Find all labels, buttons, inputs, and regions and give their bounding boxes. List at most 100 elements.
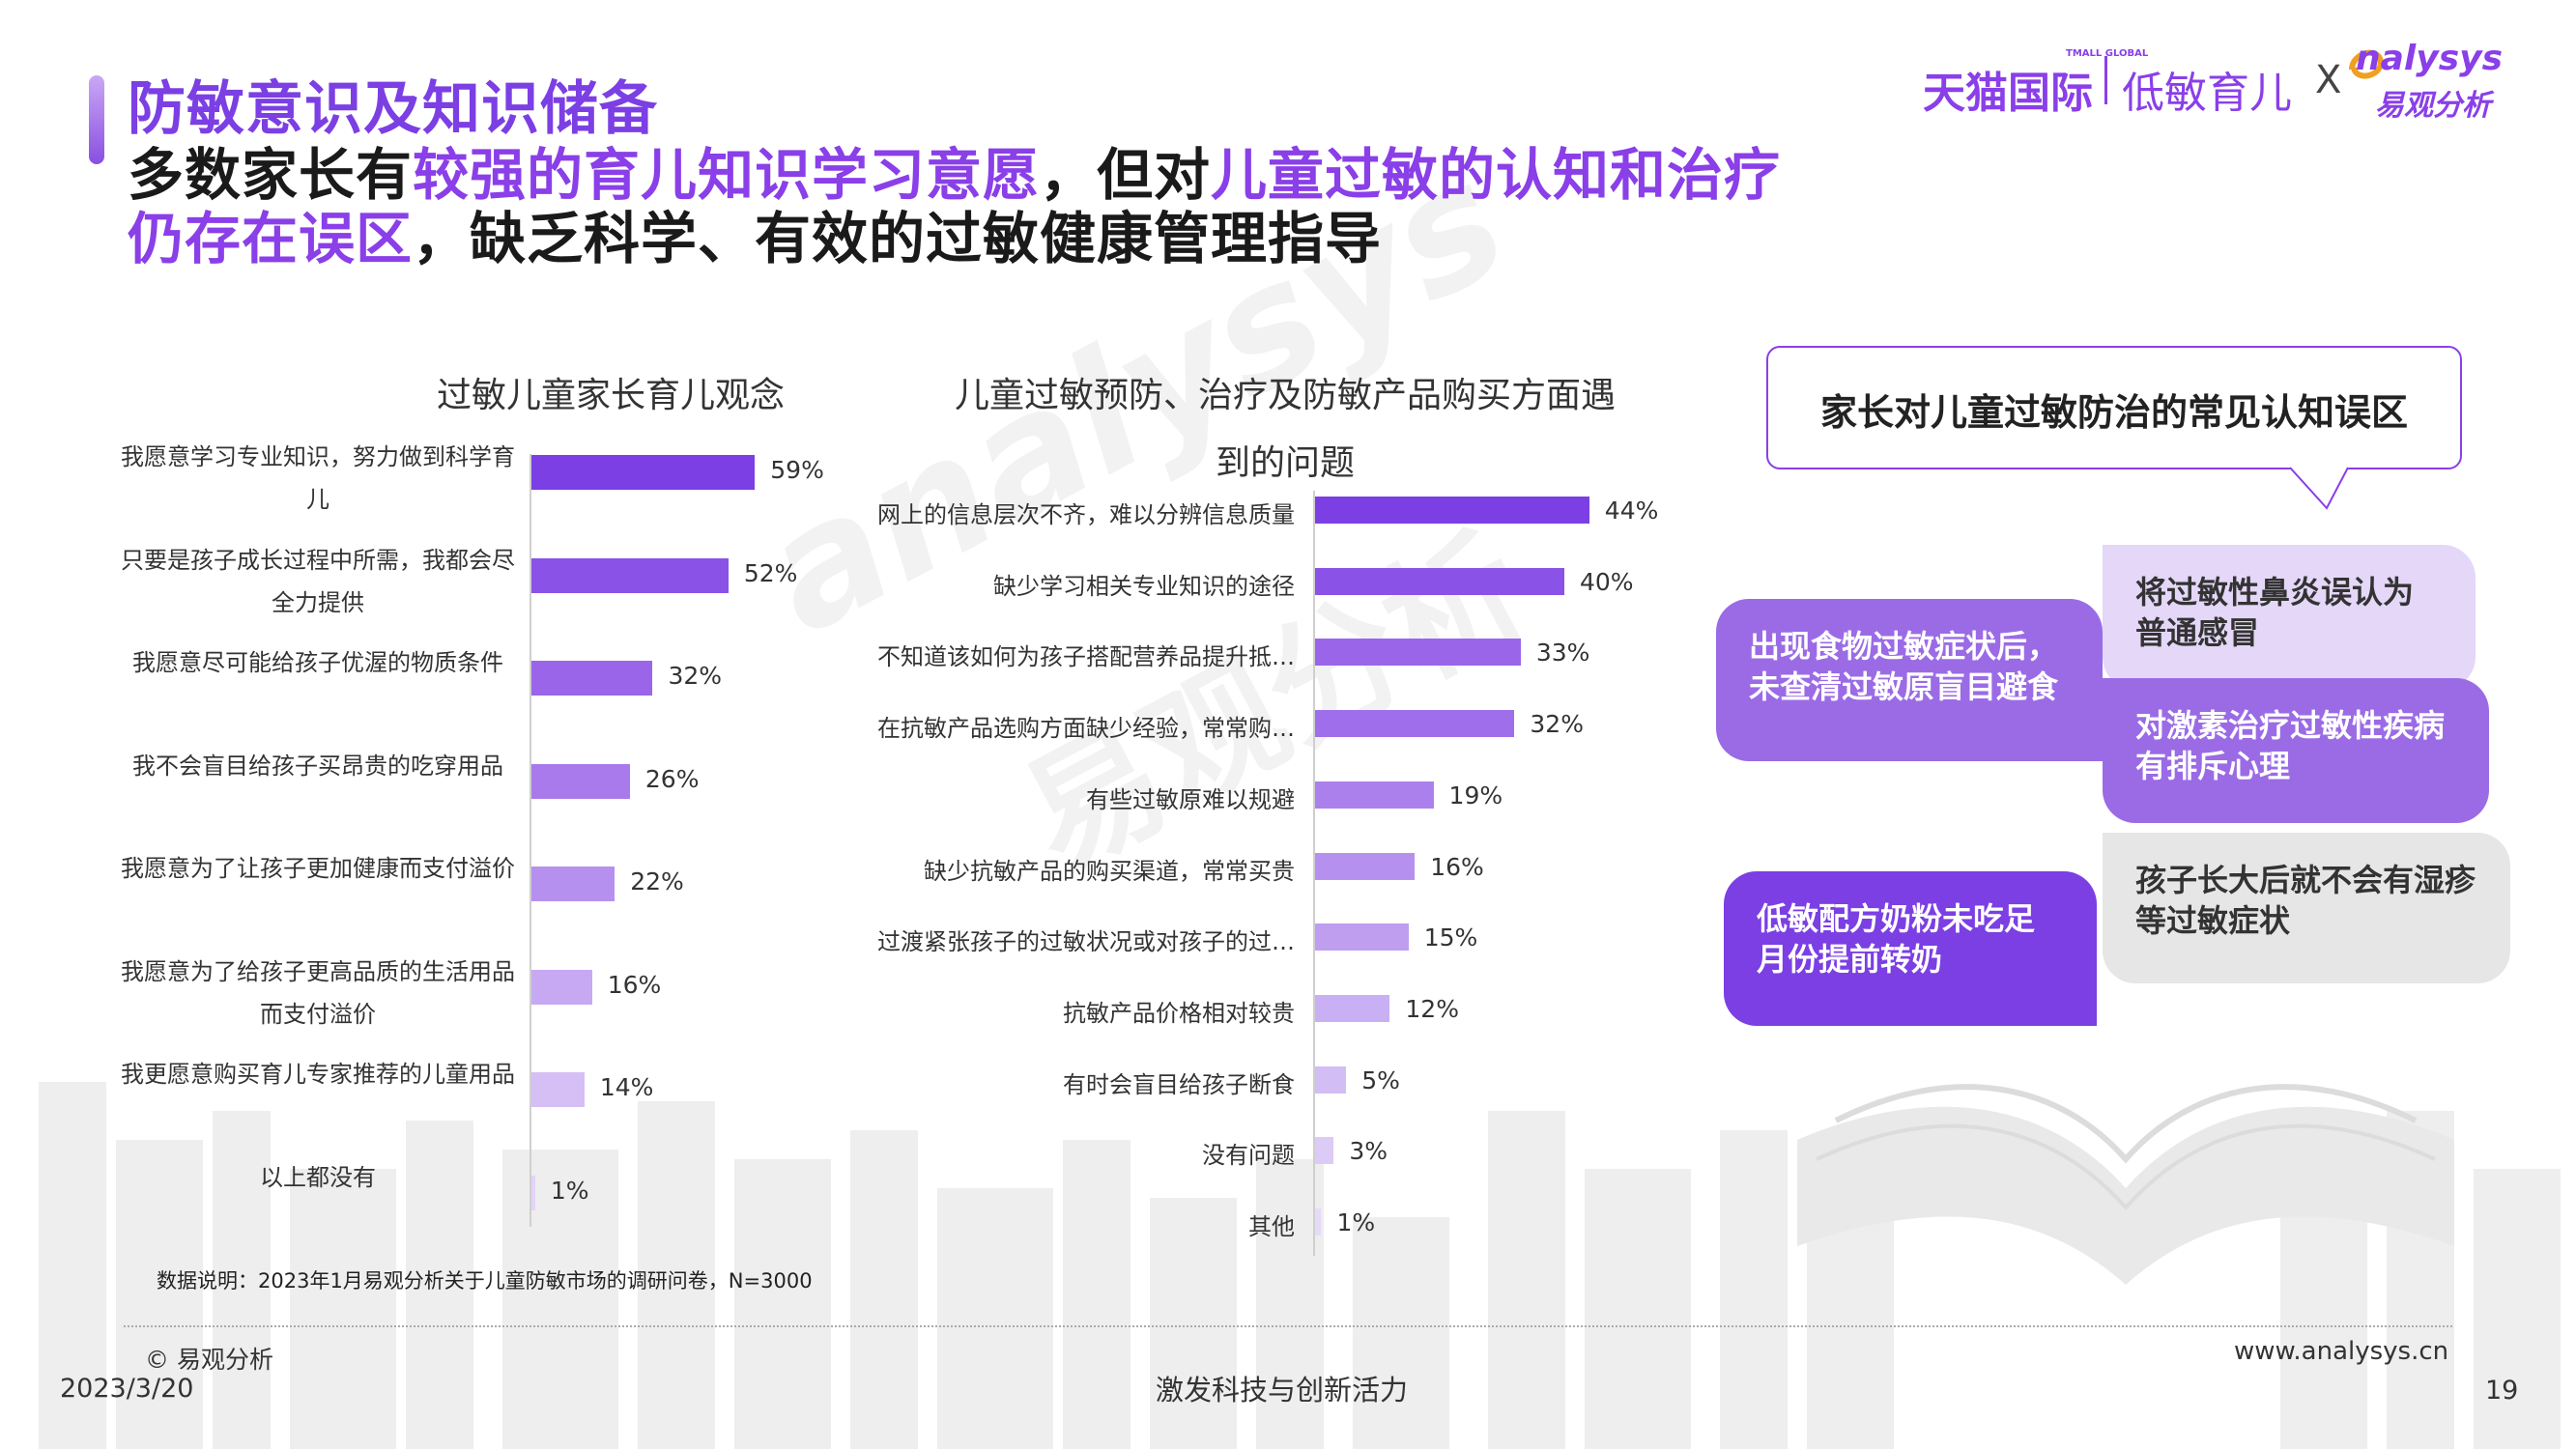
logo-divider [2104,56,2107,104]
misconception-bubble-3: 对激素治疗过敏性疾病有排斥心理 [2103,678,2489,823]
misconception-text: 出现食物过敏症状后，未查清过敏原盲目避食 [1749,628,2059,705]
chart2-category-label: 不知道该如何为孩子搭配营养品提升抵… [877,643,1295,671]
chart1-value-label: 16% [607,970,662,999]
page-title: 防敏意识及知识储备 [128,75,658,143]
chart2-bar [1315,852,1416,880]
chart1-bar [531,455,756,490]
chart1-value-label: 59% [770,456,824,484]
chart1-value-label: 22% [630,867,684,895]
chart1-value-label: 26% [644,764,700,793]
chart2-value-label: 33% [1535,639,1590,668]
misconception-text: 孩子长大后就不会有湿疹等过敏症状 [2135,862,2476,939]
footer-page-number: 19 [2485,1376,2519,1406]
chart2-bar [1315,497,1589,524]
chart1-bar [531,1072,585,1107]
footer-slogan: 激发科技与创新活力 [1156,1374,1409,1406]
chart2-value-label: 5% [1361,1065,1400,1094]
chart2-bar [1315,1065,1347,1094]
chart2-title-line1: 儿童过敏预防、治疗及防敏产品购买方面遇 [954,376,1616,415]
footer-date: 2023/3/20 [60,1374,194,1404]
callout-title: 家长对儿童过敏防治的常见认知误区 [1819,391,2408,434]
chart2-value-label: 19% [1448,781,1503,810]
misconception-bubble-4: 低敏配方奶粉未吃足月份提前转奶 [1724,871,2097,1026]
chart2-bar [1315,1137,1334,1165]
tmall-global-logo: 天猫国际 [1923,69,2093,118]
misconceptions-callout: 家长对儿童过敏防治的常见认知误区 [1766,346,2462,469]
data-note: 数据说明：2023年1月易观分析关于儿童防敏市场的调研问卷，N=3000 [157,1269,813,1293]
subtitle-text: ，缺乏科学、有效的过敏健康管理指导 [413,206,1383,271]
misconception-bubble-1: 出现食物过敏症状后，未查清过敏原盲目避食 [1716,599,2103,761]
misconception-text: 将过敏性鼻炎误认为普通感冒 [2135,574,2415,651]
chart1-value-label: 52% [743,558,798,587]
chart1-bar [531,763,630,799]
chart2-value-label: 15% [1423,923,1478,952]
page-subtitle-line1: 多数家长有较强的育儿知识学习意愿，但对儿童过敏的认知和治疗 [128,129,1781,211]
chart1-title: 过敏儿童家长育儿观念 [436,376,785,415]
brand-x: X [2315,58,2342,102]
analysys-logo: nalysys [2356,39,2504,78]
chart1-category-label: 以上都没有 [260,1163,376,1191]
chart2-bar [1315,567,1564,595]
callout-tail-icon [2290,466,2349,510]
chart2-bar [1315,710,1515,738]
chart2-value-label: 32% [1530,710,1584,739]
subtitle-text: ，但对 [1040,142,1212,208]
misconception-text: 对激素治疗过敏性疾病有排斥心理 [2135,707,2446,784]
footer-copyright: © 易观分析 [145,1346,273,1374]
chart1-category-label: 我愿意学习专业知识，努力做到科学育儿 [121,443,515,513]
chart2-category-label: 在抗敏产品选购方面缺少经验，常常购… [877,715,1295,743]
chart2-category-label: 有些过敏原难以规避 [1086,785,1295,813]
chart2-title-line2: 到的问题 [1215,443,1355,483]
chart1-bar [531,969,592,1005]
chart2-category-label: 网上的信息层次不齐，难以分辨信息质量 [877,501,1295,528]
chart2-bar [1315,994,1390,1022]
chart1-axis [530,454,531,1227]
page-subtitle-line2: 仍存在误区，缺乏科学、有效的过敏健康管理指导 [128,193,1382,274]
chart2-category-label: 缺少抗敏产品的购买渠道，常常买贵 [924,857,1295,885]
misconception-bubble-5: 孩子长大后就不会有湿疹等过敏症状 [2103,833,2510,983]
subtitle-highlight: 仍存在误区 [128,206,414,271]
misconception-text: 低敏配方奶粉未吃足月份提前转奶 [1757,900,2036,978]
chart2-category-label: 没有问题 [1202,1142,1295,1170]
chart2-bar [1315,639,1521,667]
chart1-category-label: 我更愿意购买育儿专家推荐的儿童用品 [121,1061,515,1088]
subtitle-highlight: 儿童过敏的认知和治疗 [1211,142,1782,208]
chart2-value-label: 12% [1405,994,1459,1023]
footer-divider [124,1325,2452,1327]
chart2-category-label: 过渡紧张孩子的过敏状况或对孩子的过… [877,928,1295,956]
chart1-category-label: 我不会盲目给孩子买昂贵的吃穿用品 [132,752,503,780]
subtitle-highlight: 较强的育儿知识学习意愿 [413,142,1041,208]
tmall-global-logo-small: TMALL GLOBAL [2066,48,2149,59]
chart2-category-label: 有时会盲目给孩子断食 [1063,1070,1295,1098]
subtitle-text: 多数家长有 [128,142,414,208]
chart1-category-label: 只要是孩子成长过程中所需，我都会尽全力提供 [121,546,515,616]
chart2-bar [1315,781,1434,809]
chart1-bar [531,867,615,901]
low-allergy-parenting-logo: 低敏育儿 [2122,69,2292,118]
chart1-bar [531,557,729,593]
misconception-bubble-2: 将过敏性鼻炎误认为普通感冒 [2103,545,2476,690]
chart2-category-label: 其他 [1248,1213,1295,1240]
chart1-bar [531,1175,535,1210]
chart2-value-label: 16% [1430,852,1484,881]
chart1-value-label: 14% [599,1073,654,1101]
chart1-bar [531,661,653,696]
chart1-value-label: 32% [668,662,723,690]
open-book-icon [1797,1084,2454,1285]
footer-url: www.analysys.cn [2234,1337,2449,1366]
chart2-bar [1315,923,1409,952]
chart2-bar [1315,1208,1322,1236]
chart2-axis [1313,491,1315,1256]
chart2-category-label: 缺少学习相关专业知识的途径 [993,572,1295,600]
chart1-category-label: 我愿意尽可能给孩子优渥的物质条件 [132,649,503,676]
chart2-value-label: 1% [1336,1208,1376,1236]
title-accent-bar [89,75,104,164]
chart2-value-label: 44% [1604,497,1659,525]
chart1-category-label: 我愿意为了让孩子更加健康而支付溢价 [121,855,515,882]
chart1-category-label: 我愿意为了给孩子更高品质的生活用品而支付溢价 [121,957,515,1028]
analysys-logo-cn: 易观分析 [2375,89,2491,123]
chart2-value-label: 40% [1580,567,1634,596]
chart2-category-label: 抗敏产品价格相对较贵 [1063,999,1295,1027]
analysys-logo-icon [2349,49,2385,79]
